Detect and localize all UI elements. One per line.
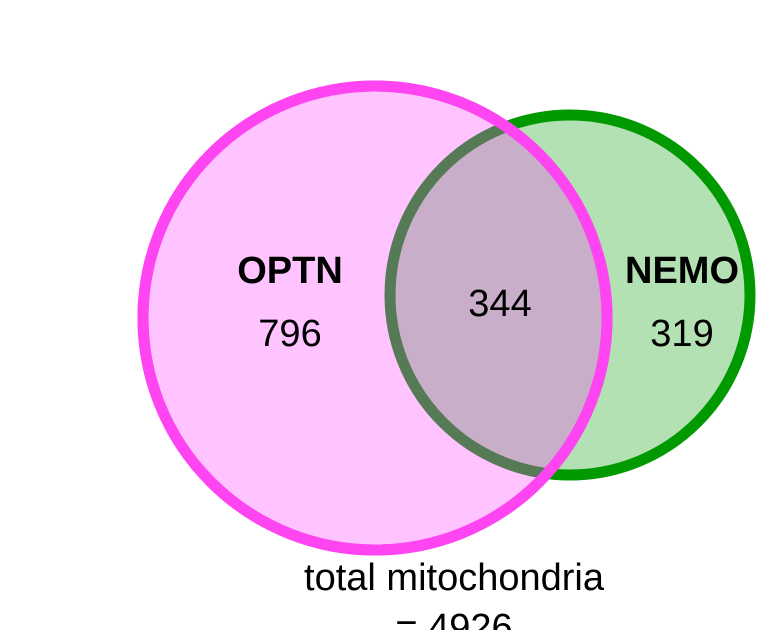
nemo-label: NEMO — [625, 250, 739, 292]
optn-label: OPTN — [237, 250, 343, 292]
caption-line-2: = 4926 — [395, 607, 512, 630]
intersection-region — [390, 115, 607, 475]
optn-outline — [137, 80, 613, 556]
optn-count: 796 — [258, 313, 321, 355]
caption-line-1: total mitochondria — [304, 557, 605, 599]
nemo-count: 319 — [650, 313, 713, 355]
intersection-count: 344 — [468, 283, 531, 325]
